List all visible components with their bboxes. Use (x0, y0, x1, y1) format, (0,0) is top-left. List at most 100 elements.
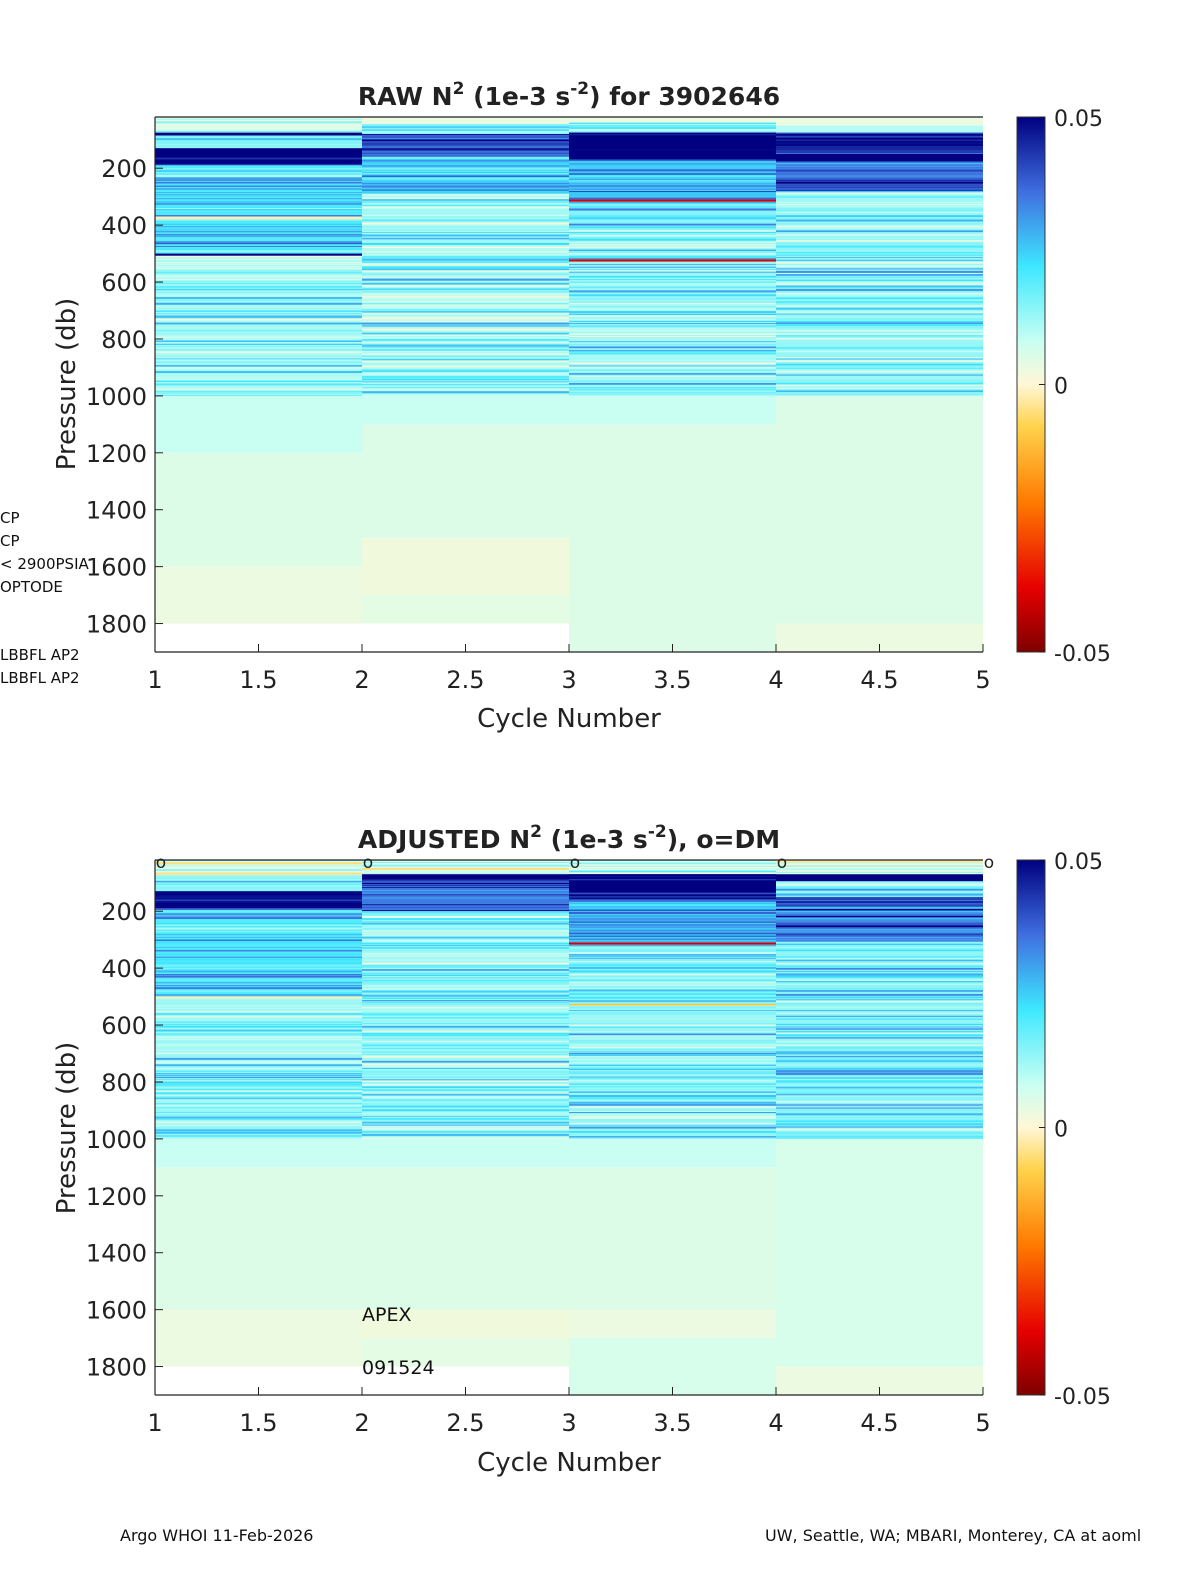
heatmap-stripe (362, 1082, 569, 1084)
heatmap-stripe (362, 988, 569, 990)
heatmap-stripe (569, 1091, 776, 1094)
footer-right: UW, Seattle, WA; MBARI, Monterey, CA at … (765, 1526, 1142, 1545)
heatmap-stripe (155, 174, 362, 177)
heatmap-stripe (362, 175, 569, 176)
heatmap-stripe (362, 994, 569, 997)
heatmap-stripe (155, 1114, 362, 1117)
heatmap-stripe (776, 1084, 983, 1087)
heatmap-stripe (569, 166, 776, 168)
heatmap-stripe (569, 341, 776, 343)
heatmap-stripe (362, 197, 569, 199)
heatmap-band (776, 132, 983, 154)
heatmap-stripe (776, 1123, 983, 1126)
heatmap-stripe (776, 281, 983, 283)
heatmap-stripe (155, 862, 362, 865)
heatmap-stripe (776, 1031, 983, 1033)
heatmap-stripe (155, 343, 362, 346)
heatmap-stripe (776, 1015, 983, 1017)
heatmap-stripe (362, 945, 569, 947)
heatmap-stripe (776, 242, 983, 245)
heatmap-stripe (776, 866, 983, 869)
heatmap-stripe (155, 1057, 362, 1060)
heatmap-stripe (155, 153, 362, 156)
heatmap-stripe (776, 164, 983, 166)
heatmap-stripe (155, 971, 362, 973)
heatmap-stripe (362, 234, 569, 237)
heatmap-stripe (569, 868, 776, 870)
heatmap-stripe (569, 246, 776, 249)
heatmap-stripe (569, 1088, 776, 1090)
heatmap-stripe (155, 197, 362, 200)
heatmap-stripe (569, 929, 776, 932)
heatmap-stripe (155, 1036, 362, 1039)
heatmap-stripe (362, 1076, 569, 1079)
heatmap-stripe (776, 196, 983, 198)
heatmap-band (776, 939, 983, 1139)
heatmap-stripe (362, 1065, 569, 1067)
heatmap-stripe (155, 990, 362, 992)
heatmap-stripe (362, 979, 569, 982)
heatmap-stripe (569, 1024, 776, 1027)
dm-marker: o (363, 853, 373, 873)
heatmap-stripe (776, 143, 983, 145)
heatmap-band (569, 424, 776, 652)
heatmap-stripe (155, 922, 362, 924)
heatmap-stripe (569, 270, 776, 272)
heatmap-stripe (362, 1025, 569, 1028)
heatmap-stripe (362, 295, 569, 298)
heatmap-stripe (155, 1129, 362, 1132)
heatmap-stripe (569, 1137, 776, 1139)
heatmap-stripe (569, 917, 776, 920)
heatmap-stripe (362, 902, 569, 904)
heatmap-stripe (362, 268, 569, 271)
heatmap-stripe (776, 905, 983, 907)
x-tick-label: 4 (768, 666, 783, 694)
heatmap-stripe (776, 1046, 983, 1050)
heatmap-stripe (155, 958, 362, 960)
heatmap-stripe (362, 307, 569, 309)
heatmap-stripe (569, 173, 776, 175)
heatmap-stripe (569, 315, 776, 317)
heatmap-stripe (362, 129, 569, 131)
heatmap-stripe (569, 249, 776, 251)
x-tick-label: 4 (768, 1409, 783, 1437)
heatmap-stripe (569, 884, 776, 886)
adjusted-x-axis-label: Cycle Number (477, 1448, 661, 1478)
heatmap-band (155, 135, 362, 149)
heatmap-stripe (569, 1042, 776, 1043)
heatmap-stripe (776, 337, 983, 340)
heatmap-stripe (155, 219, 362, 221)
heatmap-stripe (569, 234, 776, 237)
heatmap-stripe (155, 893, 362, 896)
heatmap-stripe (155, 1016, 362, 1018)
heatmap-stripe (776, 137, 983, 140)
heatmap-stripe (155, 157, 362, 160)
heatmap-stripe (569, 1026, 776, 1028)
heatmap-stripe (569, 366, 776, 369)
heatmap-stripe (569, 292, 776, 294)
heatmap-stripe (776, 956, 983, 958)
heatmap-stripe (155, 270, 362, 272)
heatmap-stripe (569, 303, 776, 305)
heatmap-stripe (776, 1107, 983, 1109)
heatmap-stripe (155, 941, 362, 944)
heatmap-stripe (155, 879, 362, 880)
heatmap-stripe (155, 1018, 362, 1021)
heatmap-stripe (155, 380, 362, 382)
heatmap-stripe (569, 1048, 776, 1050)
colorbar-tick-label: -0.05 (1054, 1385, 1111, 1410)
heatmap-stripe (362, 391, 569, 394)
heatmap-band (155, 566, 362, 624)
colorbar-tick-label: 0 (1054, 1118, 1068, 1143)
heatmap-stripe (776, 1010, 983, 1011)
heatmap-stripe (776, 350, 983, 353)
heatmap-stripe (155, 259, 362, 260)
heatmap-stripe (155, 226, 362, 228)
heatmap-stripe (155, 1107, 362, 1109)
heatmap-stripe (155, 1096, 362, 1098)
heatmap-band (155, 165, 362, 217)
heatmap-stripe (155, 195, 362, 197)
heatmap-stripe (569, 1133, 776, 1135)
heatmap-stripe (776, 943, 983, 946)
heatmap-stripe (776, 1051, 983, 1052)
